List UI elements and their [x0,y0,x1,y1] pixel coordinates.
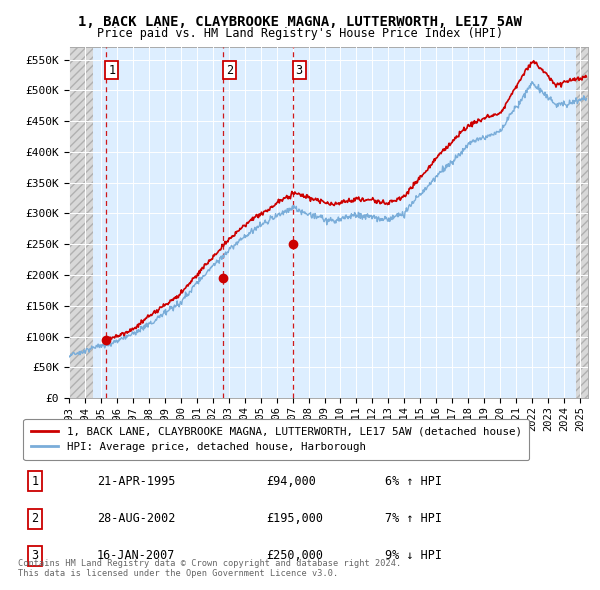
Text: 6% ↑ HPI: 6% ↑ HPI [385,475,442,488]
Text: 3: 3 [296,64,303,77]
Text: 2: 2 [226,64,233,77]
Text: Price paid vs. HM Land Registry's House Price Index (HPI): Price paid vs. HM Land Registry's House … [97,27,503,40]
Text: £94,000: £94,000 [266,475,316,488]
Text: 28-AUG-2002: 28-AUG-2002 [97,512,175,525]
Text: £195,000: £195,000 [266,512,323,525]
Text: 1: 1 [108,64,115,77]
Legend: 1, BACK LANE, CLAYBROOKE MAGNA, LUTTERWORTH, LE17 5AW (detached house), HPI: Ave: 1, BACK LANE, CLAYBROOKE MAGNA, LUTTERWO… [23,419,529,460]
Text: 7% ↑ HPI: 7% ↑ HPI [385,512,442,525]
Text: This data is licensed under the Open Government Licence v3.0.: This data is licensed under the Open Gov… [18,569,338,578]
Text: £250,000: £250,000 [266,549,323,562]
Bar [576,47,588,398]
Text: 9% ↓ HPI: 9% ↓ HPI [385,549,442,562]
Text: Contains HM Land Registry data © Crown copyright and database right 2024.: Contains HM Land Registry data © Crown c… [18,559,401,568]
Text: 1: 1 [31,475,38,488]
Text: 16-JAN-2007: 16-JAN-2007 [97,549,175,562]
Text: 21-APR-1995: 21-APR-1995 [97,475,175,488]
Text: 2: 2 [31,512,38,525]
Bar [69,47,93,398]
Text: 1, BACK LANE, CLAYBROOKE MAGNA, LUTTERWORTH, LE17 5AW: 1, BACK LANE, CLAYBROOKE MAGNA, LUTTERWO… [78,15,522,29]
Text: 3: 3 [31,549,38,562]
